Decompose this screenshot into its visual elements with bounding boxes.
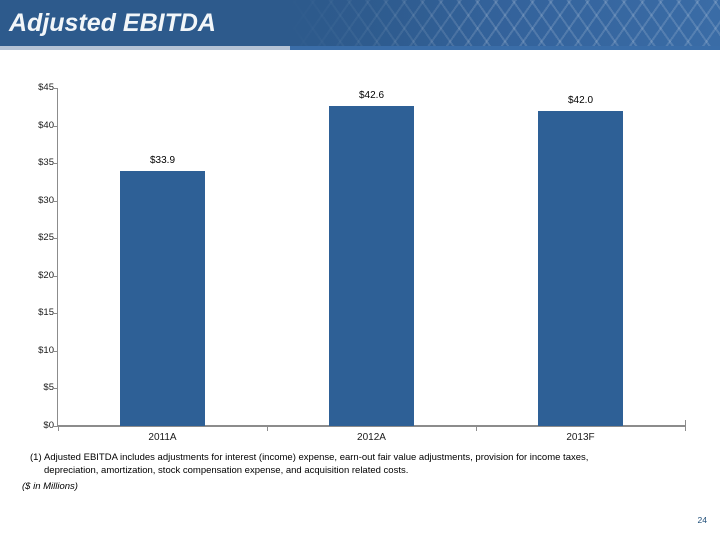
banner-accent-left [0, 46, 290, 50]
y-axis-tick-label: $15 [38, 307, 54, 319]
y-axis-tick [53, 88, 58, 89]
bar-2011A [120, 171, 205, 426]
y-axis-tick [53, 313, 58, 315]
units-note: ($ in Millions) [22, 481, 78, 492]
y-axis-tick-label: $20 [38, 269, 54, 281]
title-banner: Adjusted EBITDA [0, 0, 720, 50]
y-axis-tick [53, 238, 58, 240]
x-axis-category-label: 2012A [357, 432, 386, 443]
x-axis-end-tick [685, 420, 686, 425]
x-axis-category-label: 2013F [566, 432, 595, 443]
banner-accent-right [290, 46, 720, 50]
footnote-marker: (1) [30, 452, 42, 463]
y-axis-tick [53, 388, 58, 390]
y-axis-line [57, 88, 58, 427]
bar-value-label: $42.0 [567, 94, 594, 106]
bar-value-label: $42.6 [358, 90, 385, 102]
y-axis-tick [53, 275, 58, 277]
y-axis-tick [53, 163, 58, 165]
banner-lattice-fade [290, 0, 720, 50]
y-axis-tick-label: $35 [38, 157, 54, 169]
y-axis-tick-label: $45 [38, 82, 54, 93]
footnote: (1) Adjusted EBITDA includes adjustments… [22, 451, 660, 493]
y-axis-tick-label: $5 [43, 382, 54, 394]
y-axis-tick [53, 125, 58, 127]
x-axis-tick [685, 427, 686, 431]
y-axis-tick-label: $30 [38, 194, 54, 206]
x-axis-tick [58, 427, 59, 431]
y-axis-tick [53, 426, 58, 427]
y-axis-tick [53, 350, 58, 352]
x-axis-tick [267, 427, 268, 431]
y-axis-tick-label: $40 [38, 119, 54, 131]
bar-2013F [538, 110, 623, 426]
x-axis-category-label: 2011A [148, 432, 177, 443]
x-axis-line [57, 425, 686, 427]
y-axis-tick-label: $10 [38, 344, 54, 356]
y-axis-tick-label: $25 [38, 232, 54, 244]
x-axis-tick [476, 427, 477, 431]
footnote-text: Adjusted EBITDA includes adjustments for… [44, 452, 589, 476]
y-axis-tick [53, 200, 58, 202]
y-axis-tick-label: $0 [43, 420, 54, 431]
bar-value-label: $33.9 [149, 155, 176, 167]
slide-title: Adjusted EBITDA [9, 9, 216, 37]
page-number: 24 [697, 515, 707, 525]
bar-2012A [329, 106, 414, 426]
